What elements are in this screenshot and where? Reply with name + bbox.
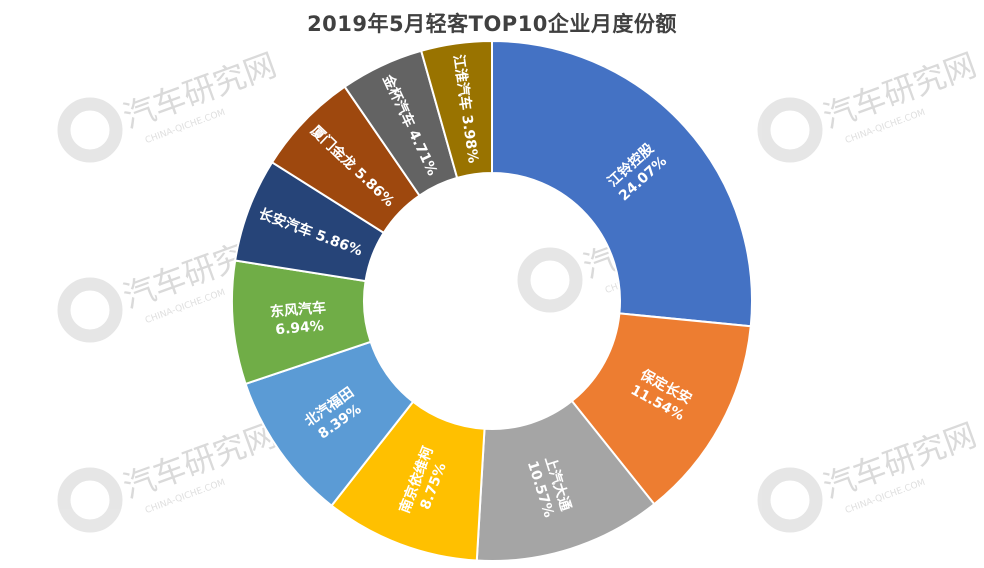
- watermark-logo-icon: [757, 467, 823, 533]
- slice-value-label: 6.94%: [275, 318, 325, 338]
- watermark-logo-icon: [57, 277, 123, 343]
- chart-title: 2019年5月轻客TOP10企业月度份额: [307, 12, 677, 36]
- slice-1: [491, 39, 753, 328]
- watermark-logo-icon: [517, 247, 583, 313]
- watermark-logo-icon: [57, 467, 123, 533]
- slice-category-label: 东风汽车: [269, 299, 326, 321]
- slices-layer: [231, 39, 753, 562]
- watermark-logo-icon: [757, 97, 823, 163]
- slice-10: [419, 39, 493, 180]
- slice-3: [475, 399, 656, 562]
- watermark-logo-icon: [57, 97, 123, 163]
